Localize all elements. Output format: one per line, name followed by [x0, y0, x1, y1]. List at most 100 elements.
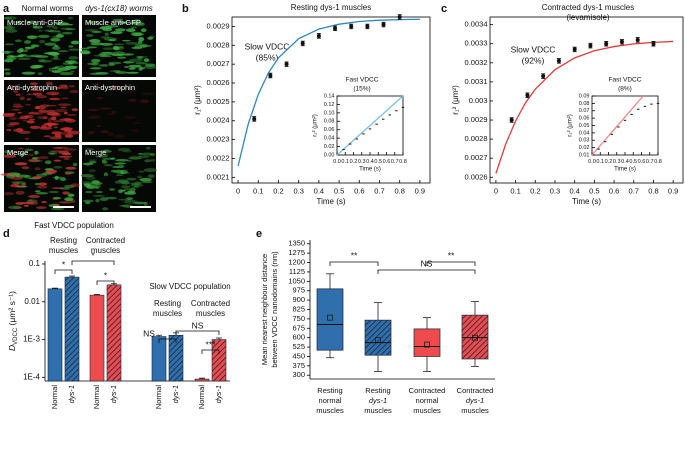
speckle [26, 35, 38, 40]
x-tick-label: muscles [413, 406, 441, 415]
speckle [144, 159, 151, 163]
x-tick-label: 0.4 [314, 186, 324, 195]
speckle [6, 57, 17, 61]
y-axis-label: r₂² (μm²) [313, 114, 319, 136]
x-tick-label: dys-1 [171, 385, 180, 403]
speckle [58, 155, 73, 158]
speckle [59, 177, 67, 181]
speckle [38, 58, 46, 63]
speckle [137, 40, 143, 44]
speckle [8, 205, 22, 210]
mean-marker [472, 334, 478, 341]
speckle [53, 165, 63, 169]
y-tick-label: 0.003 [469, 96, 488, 105]
speckle [3, 50, 11, 55]
speckle [91, 62, 100, 66]
data-point [525, 93, 530, 98]
speckle [57, 67, 71, 71]
speckle [52, 196, 61, 200]
speckle [44, 160, 52, 165]
speckle [55, 33, 65, 38]
y-tick-label: 0.09 [579, 93, 590, 99]
significance-bracket [96, 280, 115, 285]
group-title: Slow VDCC population [149, 282, 230, 291]
data-point [623, 119, 627, 121]
speckle [48, 30, 61, 33]
speckle [34, 182, 39, 186]
speckle [101, 160, 108, 164]
speckle [85, 163, 91, 167]
speckle [30, 64, 43, 69]
x-tick-label: muscles [364, 406, 392, 415]
speckle [105, 25, 120, 28]
significance-label: NS [192, 320, 204, 330]
speckle [85, 34, 94, 37]
speckle [21, 166, 30, 170]
y-tick-label: 0.0022 [207, 153, 230, 162]
y-tick-label: 0.0031 [465, 77, 488, 86]
speckle [42, 116, 48, 119]
x-tick-label: 0.5 [589, 186, 599, 195]
x-tick-label: 0.5 [374, 159, 382, 165]
x-tick-label: 0.4 [366, 159, 374, 165]
y-tick-label: 0.12 [324, 102, 335, 108]
speckle [143, 202, 148, 206]
speckle [9, 117, 18, 120]
speckle [35, 156, 40, 159]
speckle [118, 189, 123, 194]
significance-bracket [377, 269, 476, 274]
speckle [6, 174, 15, 179]
mean-marker [424, 341, 430, 348]
speckle [49, 152, 55, 155]
x-tick-label: 0.2 [273, 186, 283, 195]
speckle [31, 157, 38, 160]
speckle [88, 159, 97, 162]
speckle [46, 24, 55, 28]
speckle [28, 118, 36, 121]
speckle [88, 115, 101, 120]
speckle [67, 16, 74, 20]
x-tick-label: Normal [92, 385, 101, 410]
y-tick-label: 825 [292, 304, 305, 313]
speckle [114, 28, 126, 32]
group-label: muscles [49, 246, 78, 255]
data-point [650, 103, 653, 105]
speckle [100, 36, 110, 39]
speckle [139, 178, 152, 182]
speckle [113, 134, 126, 139]
speckle [128, 98, 137, 102]
speckle [4, 72, 11, 76]
error-bar [216, 337, 222, 340]
speckle [5, 28, 18, 33]
y-tick-label: 1E-4 [23, 372, 40, 381]
x-tick-label: Normal [154, 385, 163, 410]
speckle [51, 69, 62, 73]
data-point [617, 126, 620, 128]
speckle [51, 203, 60, 206]
speckle [70, 200, 76, 203]
speckle [143, 65, 157, 70]
speckle [102, 47, 115, 50]
speckle [24, 175, 32, 179]
speckle [53, 159, 62, 162]
y-tick-label: 1E-3 [23, 335, 40, 344]
fit-line [336, 95, 404, 156]
image-label: Merge [7, 148, 28, 157]
significance-bracket [329, 261, 379, 266]
x-tick-label: muscles [461, 406, 489, 415]
image-label: Muscle anti-GFP [85, 18, 141, 27]
image-label: Muscle anti-GFP [7, 18, 63, 27]
speckle [107, 132, 115, 136]
x-tick-label: 0.0 [333, 159, 341, 165]
data-point [381, 22, 386, 27]
bar [64, 276, 80, 382]
axis-frame [591, 95, 659, 156]
bar [47, 288, 63, 382]
speckle [85, 148, 94, 151]
speckle [16, 127, 24, 132]
speckle [45, 169, 58, 173]
speckle [70, 40, 80, 45]
speckle [101, 51, 114, 54]
speckle [7, 24, 12, 27]
speckle [115, 71, 129, 74]
